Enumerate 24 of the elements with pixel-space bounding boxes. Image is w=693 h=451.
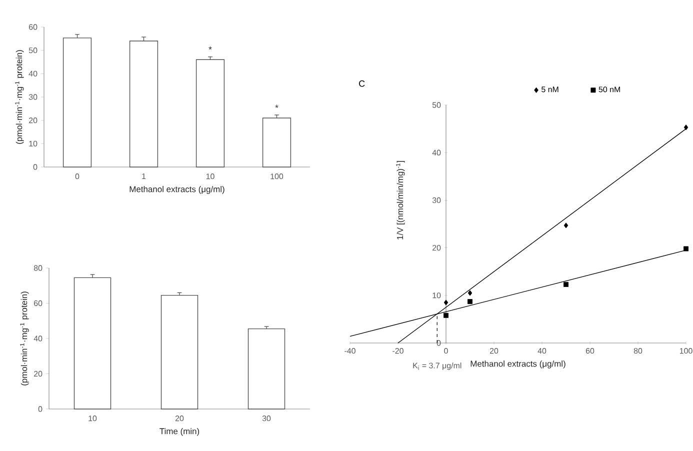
text: C xyxy=(359,80,365,87)
annotation: * xyxy=(275,104,278,108)
point xyxy=(564,282,568,287)
x-axis-title: Methanol extracts (μg/ml) xyxy=(470,360,566,368)
point xyxy=(468,299,472,304)
y-axis-title: 1/V [(nmol/min/mg)$^{-1}$] xyxy=(396,160,405,240)
point xyxy=(684,124,688,130)
bar xyxy=(248,328,286,410)
annotation: * xyxy=(208,46,212,50)
point xyxy=(684,246,688,252)
y-axis-title: (pmol·min$^{-1}$·mg$^{-1}$ protein) xyxy=(20,292,29,386)
x-axis-title: Methanol extracts (μg/ml) xyxy=(130,186,224,194)
x-axis-title: Time (min) xyxy=(160,428,200,436)
point xyxy=(564,222,568,228)
point xyxy=(444,300,448,306)
bar xyxy=(74,277,112,410)
bar xyxy=(196,59,225,168)
point xyxy=(468,290,472,296)
bar xyxy=(262,118,292,168)
y-axis-title: (pmol·min$^{-1}$·mg$^{-1}$ protein) xyxy=(15,50,24,144)
bar xyxy=(62,38,92,168)
point xyxy=(444,312,448,318)
bar xyxy=(129,40,158,168)
bar xyxy=(160,294,198,410)
